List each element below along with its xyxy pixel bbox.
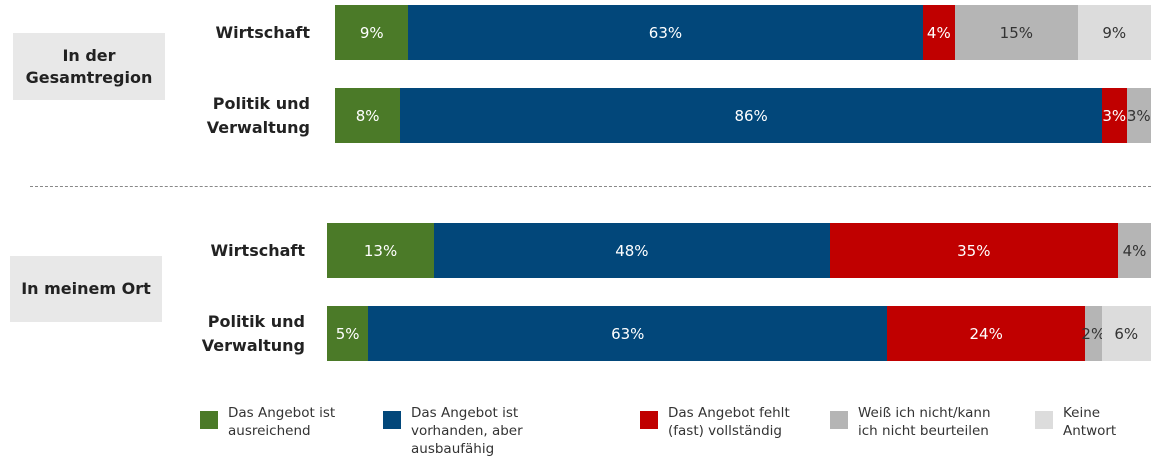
group-label: In der Gesamtregion	[13, 33, 165, 100]
bar-segment: 3%	[1126, 88, 1151, 143]
category-label: Politik und Verwaltung	[201, 311, 305, 355]
legend-swatch	[200, 411, 218, 429]
bar-segment: 9%	[335, 5, 409, 60]
value-label: 13%	[363, 241, 398, 260]
legend-label: Das Angebot fehlt (fast) vollständig	[668, 405, 790, 439]
value-label: 9%	[1102, 23, 1127, 42]
category-label: Wirtschaft	[210, 240, 305, 260]
bar-segment: 5%	[327, 306, 369, 361]
bar-segment: 4%	[922, 5, 956, 60]
legend-label: Weiß ich nicht/kann ich nicht beurteilen	[858, 405, 991, 439]
value-label: 35%	[957, 241, 991, 260]
bar-segment: 86%	[400, 88, 1103, 143]
legend-swatch	[1035, 411, 1053, 429]
value-label: 86%	[734, 106, 768, 125]
category-label: Politik und Verwaltung	[206, 93, 310, 137]
legend-swatch	[383, 411, 401, 429]
bar-segment: 3%	[1102, 88, 1127, 143]
bar-segment: 9%	[1077, 5, 1151, 60]
separator	[30, 186, 1151, 187]
bar-segment: 48%	[434, 223, 830, 278]
legend-swatch	[830, 411, 848, 429]
bar-segment: 4%	[1118, 223, 1151, 278]
bar-segment: 35%	[829, 223, 1119, 278]
legend-label: Das Angebot ist ausreichend	[228, 405, 336, 439]
category-label: Wirtschaft	[215, 22, 310, 42]
bar-segment: 63%	[408, 5, 923, 60]
value-label: 4%	[1122, 241, 1147, 260]
page: {"chart_data": {"type": "bar", "orientat…	[10, 5, 1151, 457]
bar-segment: 24%	[887, 306, 1086, 361]
value-label: 3%	[1126, 106, 1151, 125]
legend-label: Keine Antwort	[1063, 405, 1117, 439]
value-label: 63%	[648, 23, 683, 42]
bar-segment: 15%	[955, 5, 1078, 60]
legend-swatch	[640, 411, 658, 429]
value-label: 63%	[611, 324, 645, 343]
value-label: 48%	[615, 241, 649, 260]
value-label: 3%	[1102, 106, 1127, 125]
group-label: In meinem Ort	[10, 256, 162, 322]
bar-segment: 2%	[1081, 306, 1105, 361]
value-label: 6%	[1114, 324, 1139, 343]
value-label: 5%	[335, 324, 360, 343]
value-label: 9%	[359, 23, 384, 42]
legend-label: Das Angebot ist vorhanden, aber ausbaufä…	[411, 405, 523, 457]
bar-segment: 6%	[1101, 306, 1151, 361]
value-label: 2%	[1081, 324, 1106, 343]
bar-segment: 13%	[327, 223, 435, 278]
value-label: 24%	[969, 324, 1003, 343]
value-label: 15%	[999, 23, 1034, 42]
value-label: 4%	[926, 23, 951, 42]
value-label: 8%	[355, 106, 380, 125]
bar-segment: 8%	[335, 88, 401, 143]
bar-segment: 63%	[368, 306, 888, 361]
